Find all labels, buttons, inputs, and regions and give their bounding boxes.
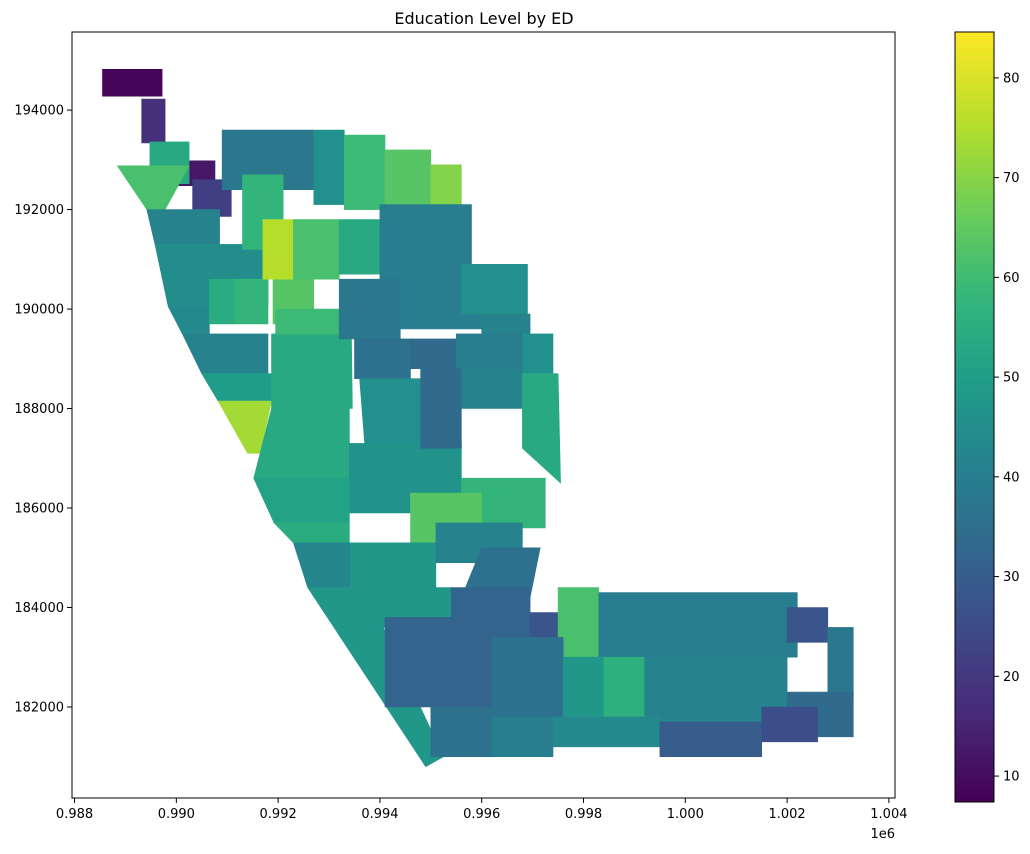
map-region: [522, 373, 561, 484]
map-region: [552, 716, 661, 748]
map-region: [116, 165, 190, 210]
y-tick-label: 188000: [14, 402, 64, 417]
x-tick-label: 1.004: [870, 807, 907, 822]
map-region: [384, 149, 432, 210]
map-region: [313, 129, 345, 205]
y-tick-label: 186000: [14, 502, 64, 517]
map-region: [522, 333, 554, 375]
map-region: [786, 607, 829, 643]
x-tick-label: 0.998: [565, 807, 602, 822]
y-axis: 182000 184000 186000 188000 190000 192000 1940…: [14, 104, 72, 715]
colorbar-ticks: 10 20 30 40 50 60 70 80: [994, 71, 1020, 785]
x-tick-label: 1.000: [667, 807, 704, 822]
map-region: [384, 617, 493, 708]
map-region: [481, 313, 531, 335]
map-region: [209, 278, 236, 325]
y-tick-label: 192000: [14, 203, 64, 218]
colorbar-tick-label: 50: [1003, 371, 1020, 386]
map-region: [273, 522, 350, 544]
map-region: [192, 179, 232, 217]
y-tick-label: 184000: [14, 601, 64, 616]
colorbar: [954, 31, 995, 803]
map-region: [557, 587, 600, 658]
x-tick-label: 0.990: [158, 807, 195, 822]
map-region: [461, 263, 528, 315]
map-region: [430, 706, 493, 758]
map-region: [338, 219, 381, 275]
map-region: [343, 134, 386, 210]
map-region: [659, 721, 763, 758]
map-region: [598, 592, 798, 658]
map-region: [430, 164, 462, 210]
y-tick-label: 190000: [14, 303, 64, 318]
map-region: [292, 542, 351, 588]
map-region: [271, 333, 353, 409]
plot-frame: [71, 31, 896, 799]
colorbar-tick-label: 30: [1003, 570, 1020, 585]
map-region: [455, 333, 523, 370]
map-region: [359, 378, 421, 444]
map-region: [379, 204, 472, 285]
colorbar-tick-label: 20: [1003, 670, 1020, 685]
map-region: [350, 542, 437, 588]
map-region: [420, 368, 462, 449]
y-tick-label: 194000: [14, 104, 64, 119]
map-region: [201, 373, 276, 402]
map-region: [167, 306, 210, 335]
colorbar-tick-label: 10: [1003, 770, 1020, 785]
colorbar-tick-label: 80: [1003, 71, 1020, 86]
x-tick-label: 0.996: [463, 807, 500, 822]
map-region: [262, 219, 294, 280]
x-axis: 0.988 0.990 0.992 0.994 0.996 0.998 1.000 1.002…: [56, 798, 908, 822]
map-region: [461, 368, 523, 409]
map-region: [141, 98, 166, 144]
map-region: [146, 209, 220, 245]
map-region: [827, 627, 854, 698]
x-tick-label: 0.988: [56, 807, 93, 822]
map-region: [338, 278, 401, 340]
map-region: [562, 656, 605, 718]
x-tick-label: 1.002: [768, 807, 805, 822]
y-tick-label: 182000: [14, 700, 64, 715]
chart-title: Education Level by ED: [394, 9, 573, 28]
colorbar-tick-label: 70: [1003, 171, 1020, 186]
map-regions: [102, 69, 854, 768]
map-region: [410, 338, 457, 370]
map-region: [354, 338, 411, 380]
map-region: [253, 477, 350, 524]
map-region: [491, 716, 554, 758]
x-tick-label: 0.992: [260, 807, 297, 822]
x-tick-label: 0.994: [361, 807, 398, 822]
colorbar-tick-label: 40: [1003, 470, 1020, 485]
map-region: [102, 69, 163, 97]
map-region: [293, 219, 340, 280]
map-region: [253, 408, 350, 479]
map-region: [761, 706, 818, 743]
colorbar-tick-label: 60: [1003, 271, 1020, 286]
x-offset-label: 1e6: [870, 827, 895, 842]
map-region: [234, 278, 269, 325]
map-region: [181, 333, 269, 375]
